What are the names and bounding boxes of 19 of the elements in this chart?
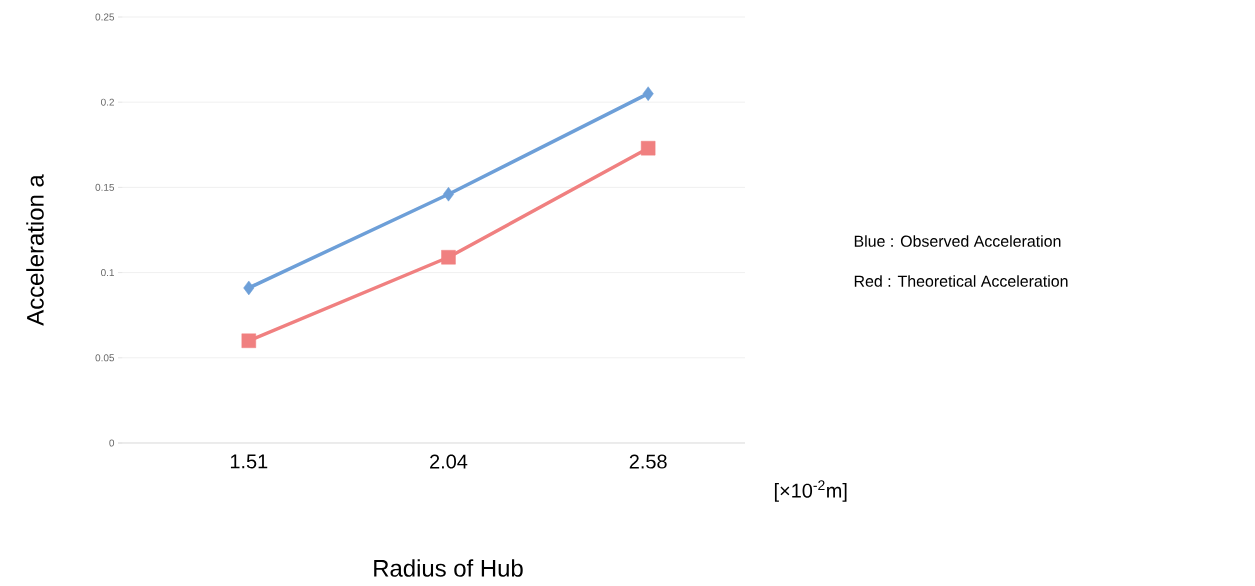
y-tick-label: 0.15	[95, 183, 115, 191]
y-tick-label: 0	[109, 439, 115, 447]
y-tick-label: 0.1	[101, 269, 114, 277]
text: Blue : Observed Acceleration	[854, 235, 1061, 247]
text: Red : Theoretical Acceleration	[854, 275, 1068, 287]
x-tick-label: 1.51	[230, 454, 268, 469]
y-axis-title: Acceleration a	[26, 174, 44, 326]
point	[243, 280, 255, 296]
y-tick-label: 0.05	[95, 354, 115, 362]
point	[640, 140, 656, 156]
x-tick-label: 2.58	[629, 454, 667, 469]
y-tick-label: 0.25	[95, 13, 115, 21]
point	[642, 86, 654, 101]
y-tick-label: 0.2	[101, 98, 114, 106]
text: [×10$^{-2}$m]	[774, 480, 847, 502]
point	[441, 250, 456, 265]
x-tick-label: 2.04	[430, 454, 468, 469]
x-axis-title: Radius of Hub	[374, 559, 523, 577]
point	[241, 333, 257, 348]
